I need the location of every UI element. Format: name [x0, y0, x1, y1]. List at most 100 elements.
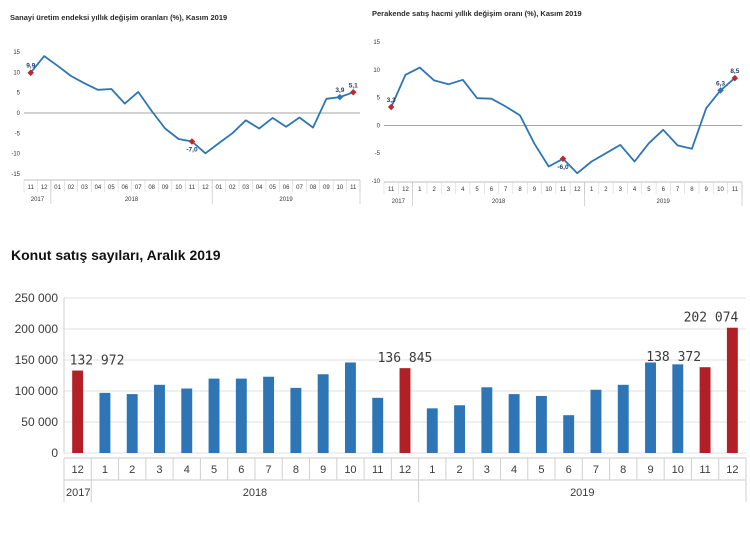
- retail-y-tick: 5: [377, 96, 381, 102]
- industrial-year-label: 2017: [31, 197, 45, 203]
- housing-x-tick: 12: [72, 464, 84, 476]
- industrial-x-tick: 01: [216, 185, 223, 191]
- industrial-y-tick: 0: [17, 111, 21, 117]
- housing-bar: [426, 408, 438, 453]
- housing-x-tick: 5: [211, 464, 217, 476]
- industrial-y-tick: 15: [13, 50, 20, 56]
- retail-x-tick: 11: [560, 187, 567, 193]
- housing-x-tick: 10: [344, 464, 356, 476]
- housing-y-tick: 150 000: [15, 353, 59, 367]
- housing-x-tick: 3: [156, 464, 162, 476]
- housing-data-label: 202 074: [684, 311, 739, 326]
- housing-bar: [726, 327, 738, 453]
- retail-x-tick: 6: [490, 187, 494, 193]
- industrial-highlight-point: [188, 138, 196, 145]
- housing-x-tick: 4: [184, 464, 190, 476]
- industrial-x-tick: 07: [296, 185, 303, 191]
- retail-data-label: 6,3: [716, 80, 725, 87]
- retail-x-tick: 5: [647, 187, 651, 193]
- housing-bar: [672, 364, 684, 453]
- housing-bar: [617, 384, 629, 453]
- housing-x-tick: 9: [320, 464, 326, 476]
- housing-x-tick: 1: [429, 464, 435, 476]
- housing-bar: [508, 394, 520, 453]
- industrial-x-tick: 04: [95, 185, 102, 191]
- housing-bar: [344, 362, 356, 453]
- housing-bar: [317, 374, 329, 453]
- industrial-y-tick: 10: [13, 70, 20, 76]
- industrial-x-tick: 07: [135, 185, 142, 191]
- housing-x-tick: 11: [372, 464, 383, 476]
- industrial-data-label: 5,1: [349, 82, 358, 89]
- housing-bar: [699, 367, 711, 453]
- retail-x-tick: 1: [590, 187, 594, 193]
- housing-bar: [535, 395, 547, 453]
- housing-x-tick: 4: [511, 464, 517, 476]
- industrial-x-tick: 11: [350, 185, 357, 191]
- industrial-x-tick: 11: [189, 185, 196, 191]
- industrial-x-tick: 08: [148, 185, 155, 191]
- industrial-x-tick: 03: [81, 185, 88, 191]
- retail-x-tick: 10: [717, 187, 724, 193]
- housing-x-tick: 8: [620, 464, 626, 476]
- retail-x-tick: 11: [732, 187, 739, 193]
- housing-bar: [372, 397, 384, 453]
- retail-x-tick: 3: [619, 187, 623, 193]
- industrial-x-tick: 06: [121, 185, 128, 191]
- housing-chart-title: Konut satış sayıları, Aralık 2019: [11, 247, 221, 263]
- housing-x-tick: 1: [102, 464, 108, 476]
- housing-bar: [154, 384, 165, 453]
- retail-x-tick: 11: [388, 187, 395, 193]
- housing-y-tick: 50 000: [21, 415, 58, 429]
- retail-x-tick: 12: [574, 187, 581, 193]
- housing-x-tick: 12: [399, 464, 411, 476]
- housing-x-tick: 12: [726, 464, 738, 476]
- housing-bar: [454, 405, 466, 453]
- retail-data-label: 3,3: [387, 97, 396, 104]
- industrial-chart-title: Sanayi üretim endeksi yıllık değişim ora…: [10, 13, 227, 22]
- industrial-highlight-point: [27, 69, 34, 76]
- industrial-x-tick: 08: [310, 185, 317, 191]
- retail-x-tick: 8: [518, 187, 522, 193]
- housing-bar: [563, 415, 575, 453]
- industrial-highlight-point: [350, 89, 357, 96]
- housing-x-tick: 2: [456, 464, 462, 476]
- housing-x-tick: 6: [238, 464, 244, 476]
- retail-y-tick: 10: [373, 68, 380, 74]
- industrial-x-tick: 09: [323, 185, 330, 191]
- retail-x-tick: 4: [633, 187, 637, 193]
- retail-chart-title: Perakende satış hacmi yıllık değişim ora…: [372, 9, 582, 18]
- housing-x-tick: 11: [699, 464, 710, 476]
- industrial-x-tick: 10: [175, 185, 182, 191]
- housing-data-label: 136 845: [378, 351, 433, 366]
- industrial-x-tick: 01: [54, 185, 61, 191]
- retail-y-tick: 15: [373, 40, 380, 46]
- industrial-y-tick: -5: [15, 131, 21, 137]
- housing-y-tick: 250 000: [15, 291, 59, 305]
- industrial-x-tick: 12: [202, 185, 209, 191]
- industrial-x-tick: 11: [28, 185, 35, 191]
- retail-x-tick: 9: [705, 187, 709, 193]
- industrial-x-tick: 05: [269, 185, 276, 191]
- retail-x-tick: 6: [662, 187, 666, 193]
- housing-y-tick: 0: [51, 446, 58, 460]
- retail-y-tick: 0: [377, 123, 381, 129]
- industrial-x-tick: 09: [162, 185, 169, 191]
- industrial-y-tick: 5: [17, 91, 21, 97]
- retail-x-tick: 4: [461, 187, 465, 193]
- industrial-x-tick: 05: [108, 185, 115, 191]
- retail-x-tick: 7: [676, 187, 680, 193]
- industrial-x-tick: 02: [68, 185, 75, 191]
- industrial-y-tick: -15: [11, 172, 20, 178]
- housing-bar: [235, 378, 247, 453]
- industrial-data-label: 3,9: [335, 87, 344, 94]
- retail-x-tick: 1: [418, 187, 422, 193]
- housing-bar: [208, 378, 220, 453]
- retail-year-label: 2018: [492, 199, 506, 205]
- housing-year-label: 2018: [243, 487, 267, 499]
- housing-bar: [290, 387, 302, 453]
- retail-x-tick: 2: [432, 187, 436, 193]
- industrial-x-tick: 02: [229, 185, 236, 191]
- housing-x-tick: 3: [484, 464, 490, 476]
